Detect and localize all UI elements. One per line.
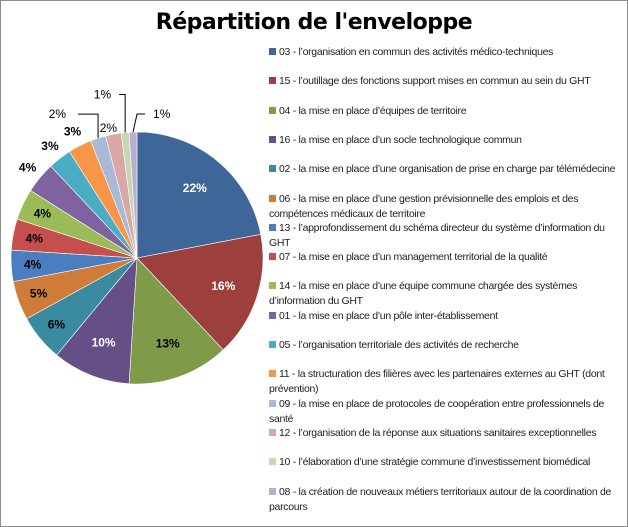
data-label: 1% — [153, 107, 171, 121]
data-label: 13% — [156, 336, 180, 350]
data-label: 4% — [19, 160, 37, 174]
legend-label: 16 - la mise en place d’un socle technol… — [279, 133, 522, 146]
legend-item: 03 - l’organisation en commun des activi… — [269, 45, 619, 60]
data-label: 1% — [94, 88, 112, 102]
legend-swatch — [269, 370, 276, 378]
data-label: 2% — [100, 121, 118, 135]
legend-label: 05 - l’organisation territoriale des act… — [279, 339, 519, 351]
data-label: 16% — [211, 279, 235, 293]
legend-label: 12 - l’organisation de la réponse aux si… — [279, 426, 597, 439]
legend-item: 09 - la mise en place de protocoles de c… — [269, 397, 619, 427]
legend-label: 01 - la mise en place d’un pôle inter-ét… — [279, 309, 498, 322]
chart-title: Répartition de l'enveloppe — [155, 10, 473, 35]
legend-swatch — [269, 399, 276, 407]
data-label: 4% — [34, 206, 52, 220]
pie-slice[interactable] — [128, 257, 224, 385]
leader-line — [78, 113, 99, 139]
legend-swatch — [269, 428, 276, 436]
data-label: 2% — [49, 107, 67, 121]
legend-item: 16 - la mise en place d’un socle technol… — [269, 133, 619, 148]
pie-slice[interactable] — [136, 131, 262, 259]
legend-item: 12 - l’organisation de la réponse aux si… — [269, 426, 619, 441]
legend-label: 14 - la mise en place d’une équipe commu… — [269, 280, 578, 308]
pie-slice[interactable] — [128, 131, 138, 259]
data-label: 5% — [30, 286, 48, 300]
data-label: 4% — [26, 231, 44, 245]
leader-line — [132, 113, 146, 133]
legend-item: 02 - la mise en place d’une organisation… — [269, 162, 619, 177]
legend-label: 11 - la structuration des filières avec … — [269, 368, 605, 396]
legend-item: 13 - l’approfondissement du schéma direc… — [269, 221, 619, 251]
legend-swatch — [269, 223, 276, 231]
legend-item: 04 - la mise en place d’équipes de terri… — [269, 104, 619, 119]
legend-swatch — [269, 282, 276, 290]
legend-swatch — [269, 165, 276, 173]
legend-label: 03 - l’organisation en commun des activi… — [279, 46, 554, 58]
data-label: 10% — [92, 335, 116, 349]
legend-label: 15 - l’outillage des fonctions support m… — [279, 75, 591, 88]
data-label: 3% — [41, 139, 59, 153]
legend-item: 08 - la création de nouveaux métiers ter… — [269, 485, 619, 515]
legend-swatch — [269, 341, 276, 348]
legend-label: 06 - la mise en place d’une gestion prév… — [269, 192, 579, 220]
legend-label: 02 - la mise en place d’une organisation… — [279, 163, 616, 176]
legend-item: 15 - l’outillage des fonctions support m… — [269, 74, 619, 89]
data-label: 22% — [183, 181, 207, 195]
legend-label: 09 - la mise en place de protocoles de c… — [269, 397, 605, 425]
legend-swatch — [269, 487, 276, 495]
legend-item: 10 - l’élaboration d’une stratégie commu… — [269, 455, 619, 470]
legend-item: 11 - la structuration des filières avec … — [269, 367, 619, 397]
legend-swatch — [269, 458, 276, 466]
legend-swatch — [269, 311, 276, 319]
legend-item: 01 - la mise en place d’un pôle inter-ét… — [269, 309, 619, 324]
legend-label: 08 - la création de nouveaux métiers ter… — [269, 485, 612, 513]
legend-label: 13 - l’approfondissement du schéma direc… — [269, 221, 605, 249]
data-label: 4% — [24, 258, 42, 272]
legend-item: 07 - la mise en place d’un management te… — [269, 250, 619, 265]
legend-swatch — [269, 135, 276, 143]
legend-item: 06 - la mise en place d’une gestion prév… — [269, 192, 619, 222]
legend-swatch — [269, 77, 276, 85]
legend-swatch — [269, 253, 276, 261]
legend-swatch — [269, 106, 276, 114]
pie-slice[interactable] — [56, 257, 138, 385]
legend-item: 05 - l’organisation territoriale des act… — [269, 338, 619, 353]
legend-swatch — [269, 194, 276, 202]
pie-slice[interactable] — [136, 234, 264, 351]
legend-item: 14 - la mise en place d’une équipe commu… — [269, 279, 619, 309]
legend-label: 10 - l’élaboration d’une stratégie commu… — [279, 456, 591, 469]
data-label: 3% — [64, 124, 82, 138]
data-label: 6% — [48, 318, 66, 332]
legend-label: 04 - la mise en place d’équipes de terri… — [279, 104, 467, 117]
legend-label: 07 - la mise en place d’un management te… — [279, 251, 548, 264]
leader-line — [119, 94, 126, 133]
legend-swatch — [269, 48, 276, 55]
